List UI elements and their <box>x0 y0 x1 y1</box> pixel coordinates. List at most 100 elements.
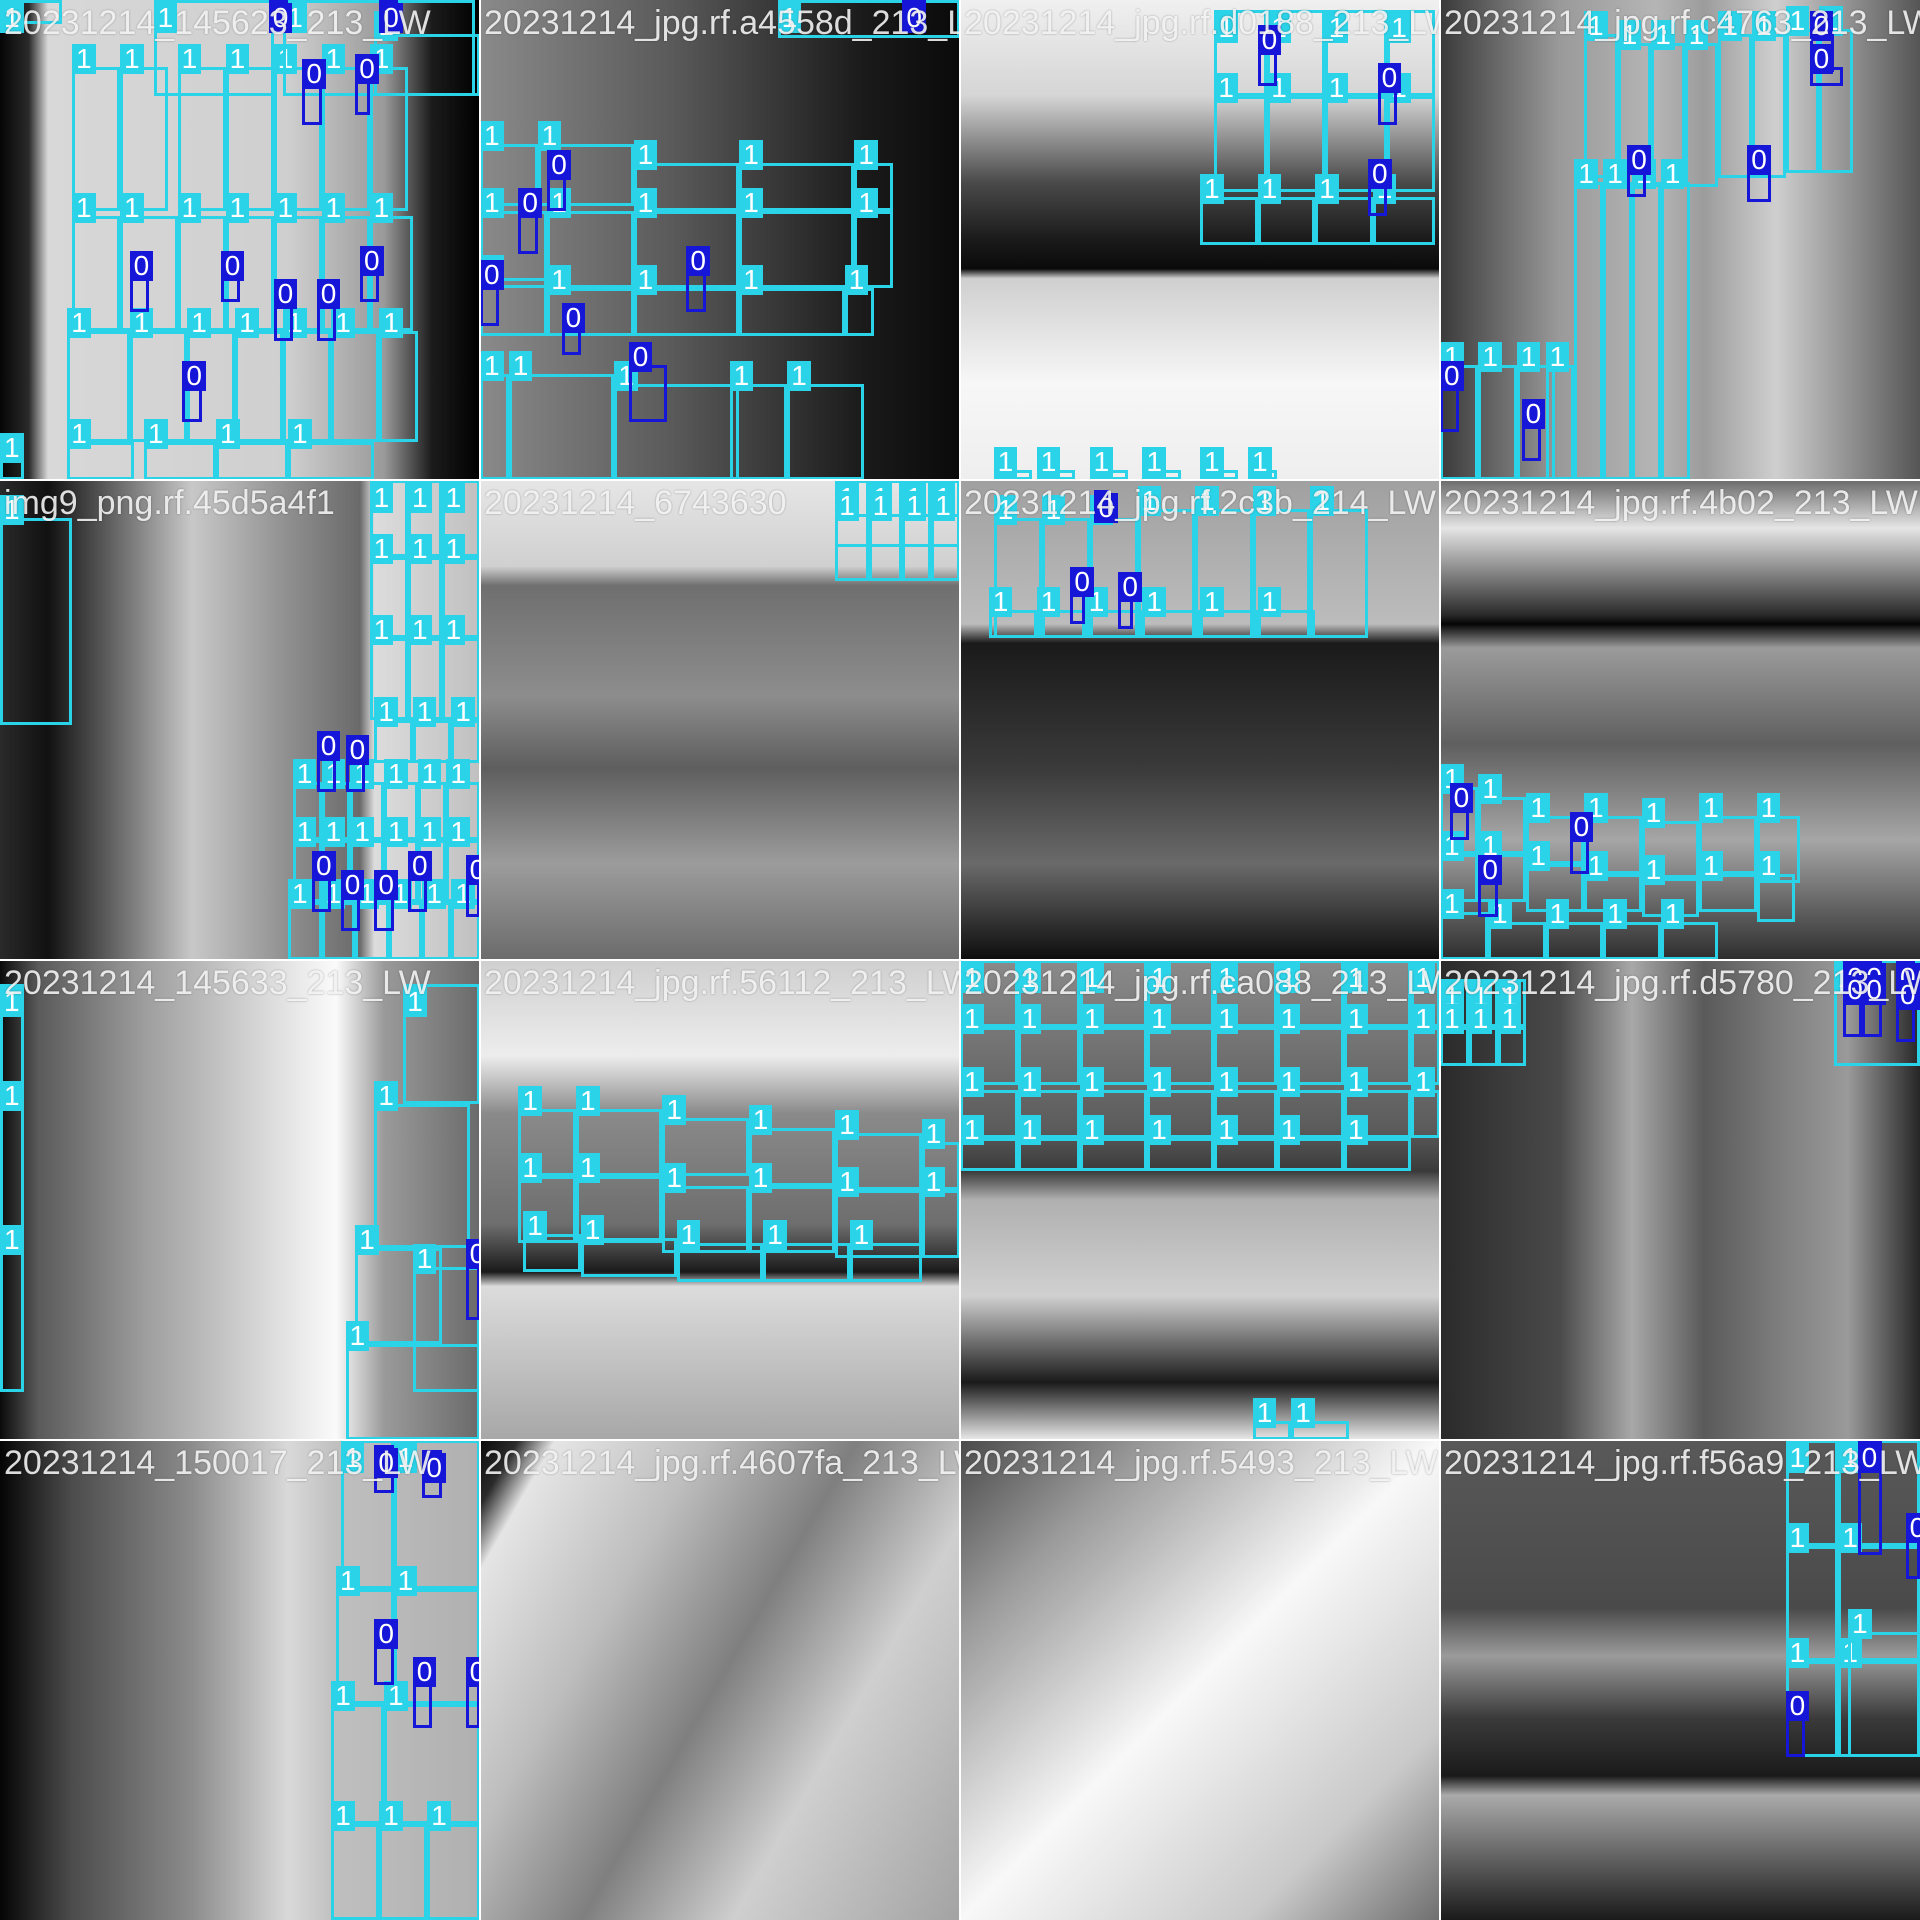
detection-box-class-0: 0 <box>1809 44 1844 87</box>
class-label: 1 <box>844 265 869 295</box>
detection-box-class-0: 0 <box>345 735 370 792</box>
detection-box-class-1: 1 <box>739 188 855 288</box>
class-label: 1 <box>1080 1066 1104 1097</box>
class-label: 1 <box>345 1321 370 1351</box>
detection-box-class-0: 0 <box>480 260 504 327</box>
detection-box-class-1: 1 <box>292 759 322 840</box>
class-label: 1 <box>1257 173 1282 204</box>
class-label: 1 <box>321 44 346 75</box>
detection-box-class-1: 1 <box>1214 1114 1277 1172</box>
class-label: 1 <box>1080 1114 1104 1145</box>
class-label: 1 <box>369 483 394 513</box>
class-label: 1 <box>1017 1004 1042 1035</box>
class-label: 0 <box>1257 25 1282 55</box>
class-label: 0 <box>316 279 341 310</box>
class-label: 1 <box>1785 5 1810 36</box>
class-label: 0 <box>1905 1513 1920 1543</box>
detection-box-class-1: 1 <box>518 1153 576 1244</box>
detection-box-class-1: 1 <box>1574 159 1604 480</box>
class-label: 0 <box>1627 145 1651 175</box>
detection-box-class-1: 1 <box>988 586 1037 639</box>
detection-box-class-1: 1 <box>844 265 874 336</box>
class-label: 1 <box>854 188 878 219</box>
class-label: 1 <box>1248 447 1272 478</box>
detection-box-class-1: 1 <box>748 1162 836 1253</box>
class-label: 1 <box>1651 20 1675 51</box>
class-label: 1 <box>1017 1114 1042 1145</box>
class-label: 1 <box>1147 1066 1171 1097</box>
detection-box-class-1: 1 <box>1699 793 1757 874</box>
class-label: 0 <box>480 260 504 291</box>
detection-box-class-1: 1 <box>1214 9 1268 96</box>
class-label: 0 <box>182 361 206 391</box>
mosaic-tile: 1 1 1 1 1 1 1 1 1 1 1 1 1 1 1 1 1 1 1 1 1 1 1 1 1 1 1 1 1 1 1 0 0 0 0 0 0 0 im… <box>0 480 480 960</box>
class-label: 1 <box>0 495 24 526</box>
detection-box-class-1: 1 <box>1516 341 1556 480</box>
detection-box-class-1: 1 <box>787 361 864 480</box>
detection-box-class-1: 1 <box>1252 1397 1292 1440</box>
class-label: 1 <box>1756 850 1781 881</box>
tile-filename: 20231214_jpg.rf.2c3b_214_LW <box>964 484 1436 522</box>
class-label: 1 <box>0 987 24 1017</box>
detection-box-class-1: 1 <box>403 984 480 1104</box>
class-label: 1 <box>374 697 398 727</box>
tile-filename: 20231214_jpg.rf.4607fa_213_LW <box>484 1444 960 1482</box>
class-label: 1 <box>1276 1066 1301 1097</box>
tile-image <box>480 960 960 1440</box>
detection-box-class-1: 1 <box>67 418 135 480</box>
detection-box-class-1: 1 <box>216 418 288 480</box>
class-label: 1 <box>427 1801 451 1831</box>
detection-box-class-0: 0 <box>1070 567 1094 624</box>
detection-box-class-1: 1 <box>331 308 380 442</box>
class-label: 1 <box>1584 850 1608 881</box>
class-label: 1 <box>369 533 394 564</box>
class-label: 1 <box>340 1443 365 1473</box>
detection-box-class-1: 1 <box>1699 850 1757 912</box>
detection-box-class-1: 1 <box>369 533 408 639</box>
detection-box-class-1: 1 <box>1310 485 1368 639</box>
class-label: 1 <box>1344 963 1368 993</box>
mosaic-tile: 20231214_jpg.rf.4607fa_213_LW <box>480 1440 960 1920</box>
detection-box-class-1: 1 <box>144 418 216 480</box>
detection-box-class-1: 1 <box>1036 586 1085 639</box>
detection-box-class-1: 1 <box>1848 1609 1920 1757</box>
tile-image <box>480 0 960 480</box>
class-label: 0 <box>1449 783 1474 814</box>
class-label: 1 <box>1545 341 1570 372</box>
detection-box-class-1: 1 <box>1214 1004 1277 1085</box>
detection-box-class-0: 0 <box>316 279 341 341</box>
detection-box-class-1: 1 <box>1257 586 1316 639</box>
class-label: 1 <box>235 308 259 339</box>
detection-box-class-1: 1 <box>0 1225 24 1392</box>
detection-box-class-1: 1 <box>480 351 509 480</box>
class-label: 1 <box>1089 447 1114 478</box>
tile-image <box>0 1440 480 1920</box>
detection-box-class-1: 1 <box>523 1210 581 1272</box>
class-label: 1 <box>153 3 178 33</box>
class-label: 1 <box>1785 1637 1810 1668</box>
class-label: 1 <box>1252 485 1277 516</box>
detection-box-class-1: 1 <box>379 308 418 442</box>
class-label: 0 <box>1809 10 1834 41</box>
detection-box-class-1: 1 <box>1526 793 1584 864</box>
class-label: 1 <box>1214 1004 1238 1035</box>
detection-box-class-1: 1 <box>480 121 538 207</box>
class-label: 1 <box>1603 159 1627 190</box>
class-label: 1 <box>993 447 1018 478</box>
class-label: 1 <box>1142 586 1166 617</box>
detection-box-class-1: 1 <box>1545 341 1575 480</box>
detection-box-class-1: 1 <box>1468 1004 1498 1066</box>
class-label: 0 <box>302 58 326 89</box>
detection-box-class-1: 1 <box>547 265 634 336</box>
detection-box-class-1: 1 <box>412 1244 480 1392</box>
class-label: 1 <box>1756 793 1781 823</box>
tile-image <box>960 960 1440 1440</box>
class-label: 1 <box>902 490 926 521</box>
detection-box-class-1: 1 <box>739 265 845 336</box>
class-label: 1 <box>1411 963 1435 993</box>
class-label: 1 <box>1276 1004 1301 1035</box>
class-label: 1 <box>1785 1522 1810 1553</box>
class-label: 1 <box>739 188 763 219</box>
detection-box-class-1: 1 <box>1344 1066 1412 1138</box>
tile-image <box>1440 960 1920 1440</box>
